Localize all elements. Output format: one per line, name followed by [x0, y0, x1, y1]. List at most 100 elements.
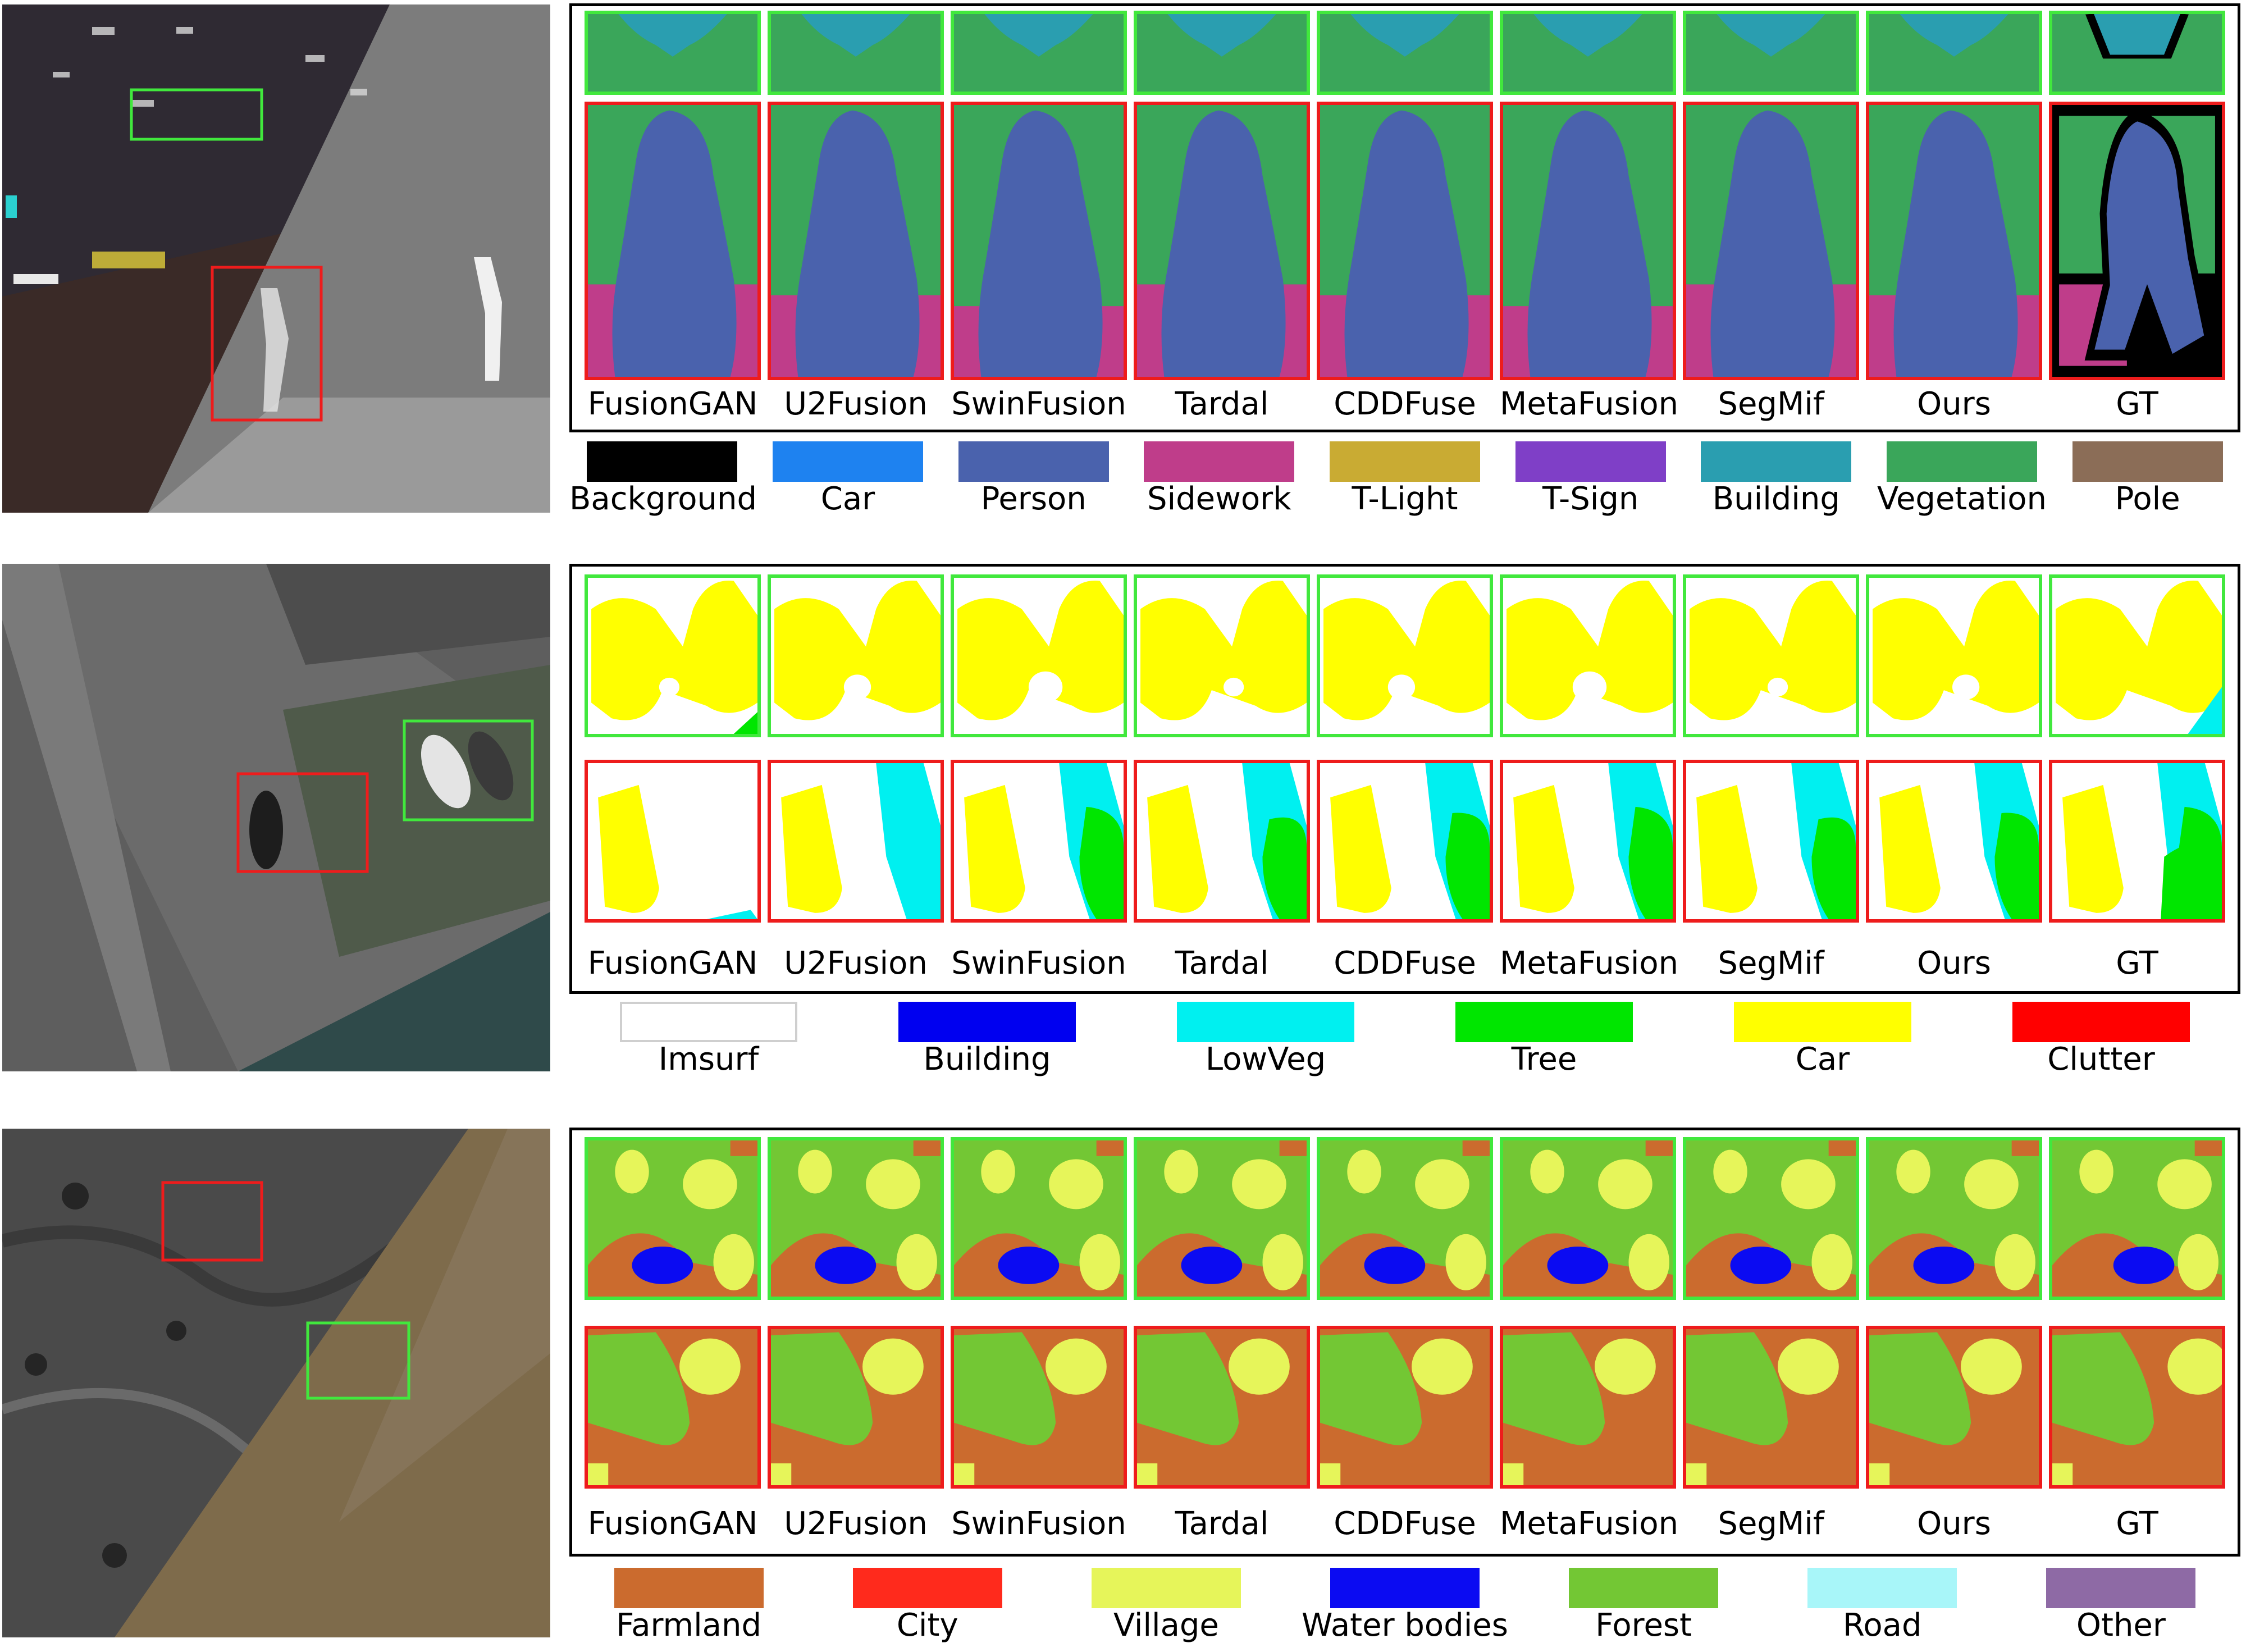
legend-label: LowVeg [1205, 1041, 1326, 1078]
legend-swatch [1329, 441, 1480, 482]
legend-label: Imsurf [658, 1041, 759, 1078]
highlight-box-red [161, 1181, 263, 1262]
legend-swatch [1144, 441, 1295, 482]
method-label: SegMif [1718, 1505, 1824, 1542]
legend-label: Pole [2115, 481, 2180, 517]
comparison-panel-2: FusionGAN U2Fusion SwinFusion Tardal CDDFuse… [569, 564, 2240, 994]
seg-tile-top-fusiongan [585, 1137, 761, 1300]
seg-tile-top-u2fusion [768, 11, 944, 95]
legend-label: Farmland [616, 1607, 762, 1644]
seg-tile-top-cddfuse [1317, 11, 1493, 95]
seg-tile-top-ours [1866, 11, 2042, 95]
method-label: U2Fusion [784, 945, 928, 982]
method-label: FusionGAN [587, 386, 758, 422]
legend-label: Water bodies [1302, 1607, 1508, 1644]
seg-tile-top-cddfuse [1317, 1137, 1493, 1300]
legend-swatch [772, 441, 923, 482]
legend-item-road: Road [1763, 1568, 2002, 1644]
legend-label: Tree [1511, 1041, 1577, 1078]
seg-tile-top-metafusion [1500, 11, 1676, 95]
seg-tile-top-gt [2049, 574, 2225, 737]
row-2: FusionGAN U2Fusion SwinFusion Tardal CDDFuse… [0, 562, 2246, 1090]
legend-swatch [2046, 1568, 2196, 1608]
legend-swatch [1701, 441, 1852, 482]
method-label: GT [2116, 945, 2158, 982]
method-label: FusionGAN [587, 1505, 758, 1542]
legend-item-car: Car [755, 441, 941, 517]
row-3: FusionGAN U2Fusion SwinFusion Tardal CDDFuse… [0, 1126, 2246, 1652]
seg-tile-bottom-swinfusion [951, 102, 1127, 380]
seg-tile-bottom-swinfusion [951, 1326, 1127, 1489]
fused-image-aerial-parking [2, 564, 550, 1071]
legend-item-building: Building [848, 1002, 1126, 1078]
legend-item-tree: Tree [1405, 1002, 1683, 1078]
legend-item-farmland: Farmland [569, 1568, 808, 1644]
seg-tile-top-tardal [1134, 574, 1310, 737]
seg-tile-bottom-fusiongan [585, 102, 761, 380]
legend-item-imsurf: Imsurf [569, 1002, 848, 1078]
seg-tile-top-fusiongan [585, 574, 761, 737]
legend-swatch [1091, 1568, 1241, 1608]
method-label: MetaFusion [1500, 386, 1679, 422]
legend-swatch [1330, 1568, 1480, 1608]
method-label: SwinFusion [951, 1505, 1126, 1542]
highlight-box-green [306, 1321, 410, 1400]
method-label: GT [2116, 1505, 2158, 1542]
method-label: GT [2116, 386, 2158, 422]
method-label: CDDFuse [1334, 945, 1476, 982]
seg-tile-top-cddfuse [1317, 574, 1493, 737]
seg-tile-bottom-gt [2049, 102, 2225, 380]
legend-label: Village [1113, 1607, 1219, 1644]
seg-tile-bottom-metafusion [1500, 760, 1676, 923]
seg-tile-top-gt [2049, 1137, 2225, 1300]
legend-swatch [1455, 1002, 1633, 1042]
legend-row-2: Imsurf Building LowVeg Tree Car Clutter [569, 1002, 2240, 1086]
seg-tile-top-fusiongan [585, 11, 761, 95]
legend-item-other: Other [2002, 1568, 2240, 1644]
legend-label: Clutter [2047, 1041, 2155, 1078]
seg-tile-bottom-ours [1866, 1326, 2042, 1489]
comparison-panel-1: FusionGAN U2Fusion SwinFusion Tardal CDDFuse… [569, 3, 2240, 432]
seg-tile-top-u2fusion [768, 574, 944, 737]
method-label: SegMif [1718, 386, 1824, 422]
legend-item-city: City [808, 1568, 1047, 1644]
seg-tile-bottom-segmif [1683, 760, 1859, 923]
legend-label: T-Light [1352, 481, 1458, 517]
seg-tile-top-swinfusion [951, 11, 1127, 95]
seg-tile-top-ours [1866, 1137, 2042, 1300]
comparison-panel-3: FusionGAN U2Fusion SwinFusion Tardal CDDFuse… [569, 1128, 2240, 1557]
legend-label: Sidework [1147, 481, 1291, 517]
seg-tile-bottom-tardal [1134, 760, 1310, 923]
legend-swatch [614, 1568, 764, 1608]
legend-swatch [1734, 1002, 1911, 1042]
seg-tile-bottom-tardal [1134, 102, 1310, 380]
legend-item-vegetation: Vegetation [1869, 441, 2055, 517]
seg-tile-top-tardal [1134, 1137, 1310, 1300]
seg-tile-top-gt [2049, 11, 2225, 95]
legend-label: Forest [1595, 1607, 1692, 1644]
legend-item-t-sign: T-Sign [1498, 441, 1683, 517]
seg-tile-bottom-cddfuse [1317, 760, 1493, 923]
legend-item-t-light: T-Light [1312, 441, 1498, 517]
method-label: Ours [1917, 386, 1991, 422]
method-label: FusionGAN [587, 945, 758, 982]
seg-tile-top-segmif [1683, 574, 1859, 737]
seg-tile-bottom-cddfuse [1317, 102, 1493, 380]
legend-swatch [898, 1002, 1076, 1042]
legend-swatch [852, 1568, 1002, 1608]
legend-label: T-Sign [1542, 481, 1639, 517]
highlight-box-green [403, 719, 534, 822]
legend-swatch [620, 1002, 797, 1042]
method-label: U2Fusion [784, 386, 928, 422]
legend-swatch [1177, 1002, 1354, 1042]
seg-tile-bottom-ours [1866, 102, 2042, 380]
method-label: SegMif [1718, 945, 1824, 982]
seg-tile-bottom-ours [1866, 760, 2042, 923]
seg-tile-bottom-tardal [1134, 1326, 1310, 1489]
seg-tile-bottom-metafusion [1500, 102, 1676, 380]
legend-label: Background [569, 481, 757, 517]
legend-label: City [896, 1607, 958, 1644]
seg-tile-top-swinfusion [951, 1137, 1127, 1300]
legend-swatch [1807, 1568, 1957, 1608]
seg-tile-bottom-gt [2049, 1326, 2225, 1489]
